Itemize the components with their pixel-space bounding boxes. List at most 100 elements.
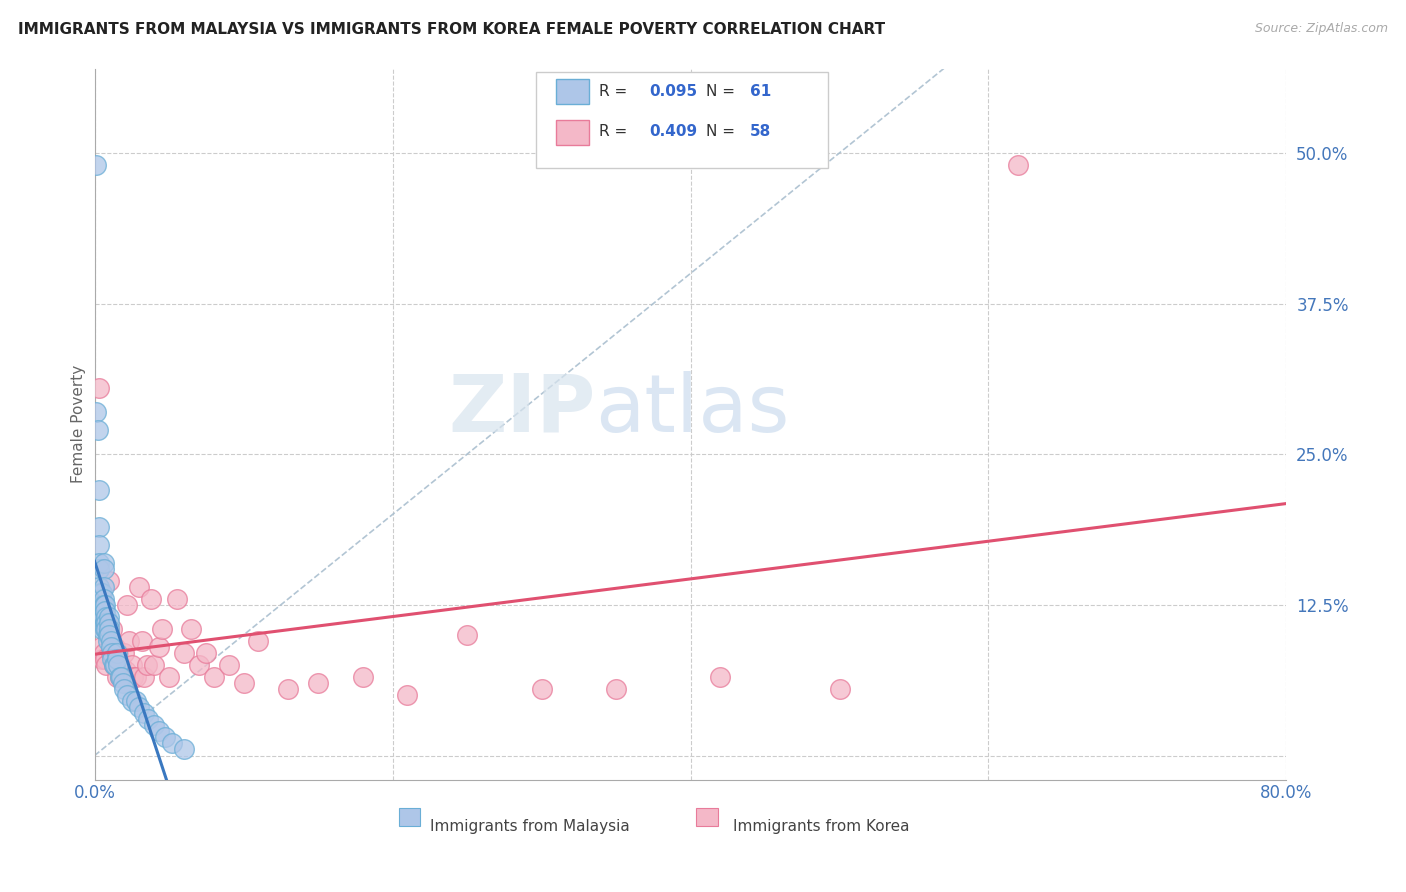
Point [530, 682, 553, 697]
Text: N =: N = [706, 84, 740, 99]
Point [104, 640, 127, 654]
Point [121, 694, 143, 708]
Point [87, 562, 110, 576]
Point [153, 731, 176, 745]
Point [195, 646, 218, 660]
Point [93, 598, 115, 612]
Point [150, 622, 173, 636]
Point [90, 586, 112, 600]
Point [100, 640, 122, 654]
Point [94, 622, 117, 636]
Point [96, 622, 118, 636]
Point [93, 556, 115, 570]
Text: R =: R = [599, 84, 631, 99]
Text: Source: ZipAtlas.com: Source: ZipAtlas.com [1254, 22, 1388, 36]
Text: 0.095: 0.095 [648, 84, 697, 99]
Point [141, 591, 163, 606]
Point [128, 580, 150, 594]
Point [107, 658, 129, 673]
Point [93, 562, 115, 576]
Point [135, 658, 157, 673]
Point [98, 628, 121, 642]
Point [132, 670, 155, 684]
Point [100, 646, 122, 660]
FancyBboxPatch shape [696, 808, 718, 826]
FancyBboxPatch shape [398, 808, 420, 826]
Point [128, 700, 150, 714]
Point [90, 591, 112, 606]
Point [111, 676, 134, 690]
Point [93, 646, 115, 660]
Point [91, 610, 114, 624]
Point [108, 670, 131, 684]
Point [91, 622, 114, 636]
Point [247, 634, 270, 648]
Text: IMMIGRANTS FROM MALAYSIA VS IMMIGRANTS FROM KOREA FEMALE POVERTY CORRELATION CHA: IMMIGRANTS FROM MALAYSIA VS IMMIGRANTS F… [18, 22, 886, 37]
Point [605, 682, 627, 697]
Point [122, 670, 145, 684]
FancyBboxPatch shape [555, 79, 589, 104]
Point [115, 664, 138, 678]
Point [110, 670, 132, 684]
Point [352, 670, 374, 684]
Point [90, 586, 112, 600]
Point [96, 622, 118, 636]
Point [173, 646, 195, 660]
Point [96, 658, 118, 673]
Point [87, 556, 110, 570]
Y-axis label: Female Poverty: Female Poverty [72, 365, 86, 483]
Point [94, 598, 117, 612]
Point [148, 724, 170, 739]
Point [93, 580, 115, 594]
Point [97, 634, 120, 648]
Point [110, 658, 132, 673]
Point [96, 610, 118, 624]
Point [87, 538, 110, 552]
Point [132, 706, 155, 721]
Point [107, 646, 129, 660]
Point [94, 615, 117, 630]
Point [97, 628, 120, 642]
Point [98, 622, 121, 636]
Point [143, 718, 166, 732]
Point [87, 483, 110, 498]
Point [202, 670, 225, 684]
Point [125, 670, 148, 684]
Point [173, 742, 195, 756]
Point [187, 658, 209, 673]
Point [87, 381, 110, 395]
Text: Immigrants from Malaysia: Immigrants from Malaysia [430, 819, 630, 834]
Point [93, 591, 115, 606]
Point [93, 610, 115, 624]
Point [277, 682, 299, 697]
Point [86, 423, 108, 437]
Point [104, 658, 127, 673]
Point [456, 628, 478, 642]
Point [232, 676, 254, 690]
Point [143, 658, 166, 673]
Point [84, 405, 107, 419]
Text: R =: R = [599, 124, 631, 139]
Point [121, 658, 143, 673]
Point [91, 652, 114, 666]
Point [105, 670, 128, 684]
Text: 61: 61 [751, 84, 772, 99]
Text: 58: 58 [751, 124, 772, 139]
Point [136, 712, 159, 726]
Point [101, 646, 124, 660]
Text: Immigrants from Korea: Immigrants from Korea [734, 819, 910, 834]
Point [157, 670, 180, 684]
Point [180, 622, 202, 636]
Point [112, 682, 135, 697]
Point [125, 694, 148, 708]
FancyBboxPatch shape [536, 72, 828, 168]
Point [117, 598, 139, 612]
Point [112, 646, 135, 660]
Point [131, 634, 153, 648]
Point [97, 628, 120, 642]
Point [84, 158, 107, 172]
Point [87, 519, 110, 533]
Point [166, 591, 188, 606]
Point [105, 646, 128, 660]
Point [101, 622, 124, 636]
